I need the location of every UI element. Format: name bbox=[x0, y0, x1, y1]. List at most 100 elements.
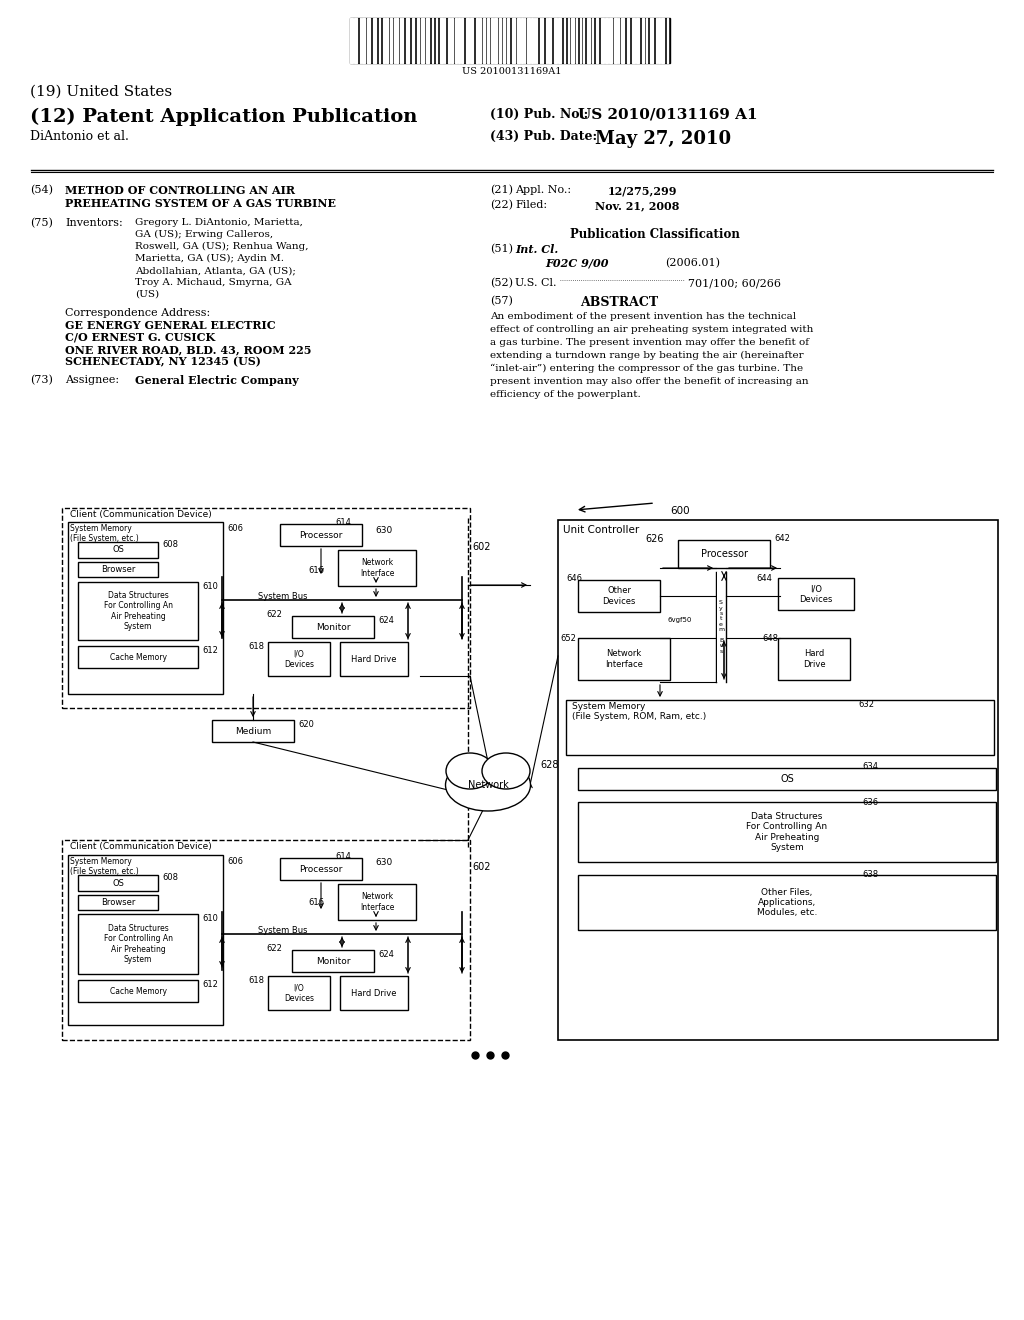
Text: 612: 612 bbox=[202, 979, 218, 989]
Bar bbox=[642, 18, 644, 63]
Bar bbox=[280, 858, 362, 880]
Bar bbox=[458, 18, 460, 63]
Text: 624: 624 bbox=[378, 950, 394, 960]
Text: (73): (73) bbox=[30, 375, 53, 385]
Bar bbox=[292, 950, 374, 972]
Text: Data Structures
For Controlling An
Air Preheating
System: Data Structures For Controlling An Air P… bbox=[103, 924, 172, 964]
Text: OS: OS bbox=[780, 774, 794, 784]
Text: 608: 608 bbox=[162, 540, 178, 549]
Text: ABSTRACT: ABSTRACT bbox=[580, 296, 658, 309]
Text: 628: 628 bbox=[540, 760, 558, 770]
Text: Medium: Medium bbox=[234, 726, 271, 735]
Bar bbox=[78, 645, 198, 668]
Bar bbox=[578, 768, 996, 789]
Bar bbox=[461, 18, 463, 63]
Bar bbox=[455, 18, 457, 63]
Bar bbox=[571, 18, 574, 63]
Text: 606: 606 bbox=[227, 857, 243, 866]
Text: General Electric Company: General Electric Company bbox=[135, 375, 299, 385]
Text: Inventors:: Inventors: bbox=[65, 218, 123, 228]
Text: efficiency of the powerplant.: efficiency of the powerplant. bbox=[490, 389, 641, 399]
Text: Marietta, GA (US); Aydin M.: Marietta, GA (US); Aydin M. bbox=[135, 253, 284, 263]
Text: 606: 606 bbox=[227, 524, 243, 533]
Bar bbox=[548, 18, 551, 63]
Text: (57): (57) bbox=[490, 296, 513, 306]
Bar bbox=[578, 875, 996, 931]
Bar bbox=[476, 18, 478, 63]
Text: I/O
Devices: I/O Devices bbox=[284, 649, 314, 669]
Text: Roswell, GA (US); Renhua Wang,: Roswell, GA (US); Renhua Wang, bbox=[135, 242, 308, 251]
Text: Appl. No.:: Appl. No.: bbox=[515, 185, 571, 195]
Text: S
y
s
t
e
m
 
B
u
s: S y s t e m B u s bbox=[718, 601, 724, 653]
Text: Network
Interface: Network Interface bbox=[359, 558, 394, 578]
Bar bbox=[383, 18, 385, 63]
Text: Processor: Processor bbox=[299, 865, 343, 874]
Bar bbox=[396, 18, 398, 63]
Text: Data Structures
For Controlling An
Air Preheating
System: Data Structures For Controlling An Air P… bbox=[746, 812, 827, 853]
Text: Publication Classification: Publication Classification bbox=[570, 228, 740, 242]
Text: US 2010/0131169 A1: US 2010/0131169 A1 bbox=[578, 108, 758, 121]
Text: a gas turbine. The present invention may offer the benefit of: a gas turbine. The present invention may… bbox=[490, 338, 809, 347]
Bar bbox=[390, 18, 392, 63]
Text: Troy A. Michaud, Smyrna, GA: Troy A. Michaud, Smyrna, GA bbox=[135, 279, 292, 286]
Bar bbox=[507, 18, 509, 63]
Ellipse shape bbox=[445, 759, 530, 810]
Text: Hard Drive: Hard Drive bbox=[351, 989, 396, 998]
Text: METHOD OF CONTROLLING AN AIR
PREHEATING SYSTEM OF A GAS TURBINE: METHOD OF CONTROLLING AN AIR PREHEATING … bbox=[65, 185, 336, 209]
Bar bbox=[527, 18, 530, 63]
Bar bbox=[417, 18, 419, 63]
Text: System Memory
(File System, etc.): System Memory (File System, etc.) bbox=[70, 524, 138, 544]
Text: Nov. 21, 2008: Nov. 21, 2008 bbox=[595, 201, 679, 211]
Bar bbox=[68, 521, 223, 694]
Bar bbox=[78, 543, 158, 558]
Text: 638: 638 bbox=[862, 870, 879, 879]
Text: Int. Cl.: Int. Cl. bbox=[515, 244, 558, 255]
Bar bbox=[212, 719, 294, 742]
Text: 618: 618 bbox=[248, 642, 264, 651]
Text: (75): (75) bbox=[30, 218, 53, 228]
Text: Cache Memory: Cache Memory bbox=[110, 986, 167, 995]
Text: 624: 624 bbox=[378, 616, 394, 624]
Bar bbox=[558, 520, 998, 1040]
Bar bbox=[503, 18, 505, 63]
Bar bbox=[531, 18, 534, 63]
Text: Network
Interface: Network Interface bbox=[359, 892, 394, 912]
Text: (54): (54) bbox=[30, 185, 53, 195]
Bar bbox=[338, 884, 416, 920]
Text: 630: 630 bbox=[375, 858, 392, 867]
Bar bbox=[62, 840, 470, 1040]
Bar bbox=[426, 18, 429, 63]
Text: Gregory L. DiAntonio, Marietta,: Gregory L. DiAntonio, Marietta, bbox=[135, 218, 303, 227]
Text: 652: 652 bbox=[560, 634, 575, 643]
Text: 600: 600 bbox=[670, 506, 689, 516]
Bar bbox=[268, 642, 330, 676]
Text: Client (Communication Device): Client (Communication Device) bbox=[70, 510, 212, 519]
Text: Filed:: Filed: bbox=[515, 201, 547, 210]
Bar bbox=[362, 18, 365, 63]
Text: Network
Interface: Network Interface bbox=[605, 649, 643, 669]
Bar bbox=[554, 18, 557, 63]
Text: May 27, 2010: May 27, 2010 bbox=[595, 129, 731, 148]
Text: OS: OS bbox=[112, 545, 124, 554]
Text: F02C 9/00: F02C 9/00 bbox=[545, 257, 608, 269]
Text: SCHENECTADY, NY 12345 (US): SCHENECTADY, NY 12345 (US) bbox=[65, 356, 261, 367]
Text: (51): (51) bbox=[490, 244, 513, 255]
Text: 632: 632 bbox=[858, 700, 874, 709]
Text: System Memory
(File System, etc.): System Memory (File System, etc.) bbox=[70, 857, 138, 876]
Text: Processor: Processor bbox=[700, 549, 748, 558]
Bar bbox=[778, 578, 854, 610]
Bar bbox=[678, 540, 770, 568]
Text: Correspondence Address:: Correspondence Address: bbox=[65, 308, 210, 318]
Bar bbox=[440, 18, 443, 63]
Text: present invention may also offer the benefit of increasing an: present invention may also offer the ben… bbox=[490, 378, 809, 385]
Bar bbox=[340, 975, 408, 1010]
Text: ONE RIVER ROAD, BLD. 43, ROOM 225: ONE RIVER ROAD, BLD. 43, ROOM 225 bbox=[65, 345, 311, 355]
Text: 634: 634 bbox=[862, 762, 878, 771]
Text: 616: 616 bbox=[308, 898, 324, 907]
Bar bbox=[636, 18, 639, 63]
Ellipse shape bbox=[446, 752, 494, 789]
Text: 602: 602 bbox=[472, 543, 490, 552]
Bar bbox=[412, 18, 414, 63]
Text: Abdollahian, Atlanta, GA (US);: Abdollahian, Atlanta, GA (US); bbox=[135, 267, 296, 275]
Text: I/O
Devices: I/O Devices bbox=[800, 585, 833, 603]
